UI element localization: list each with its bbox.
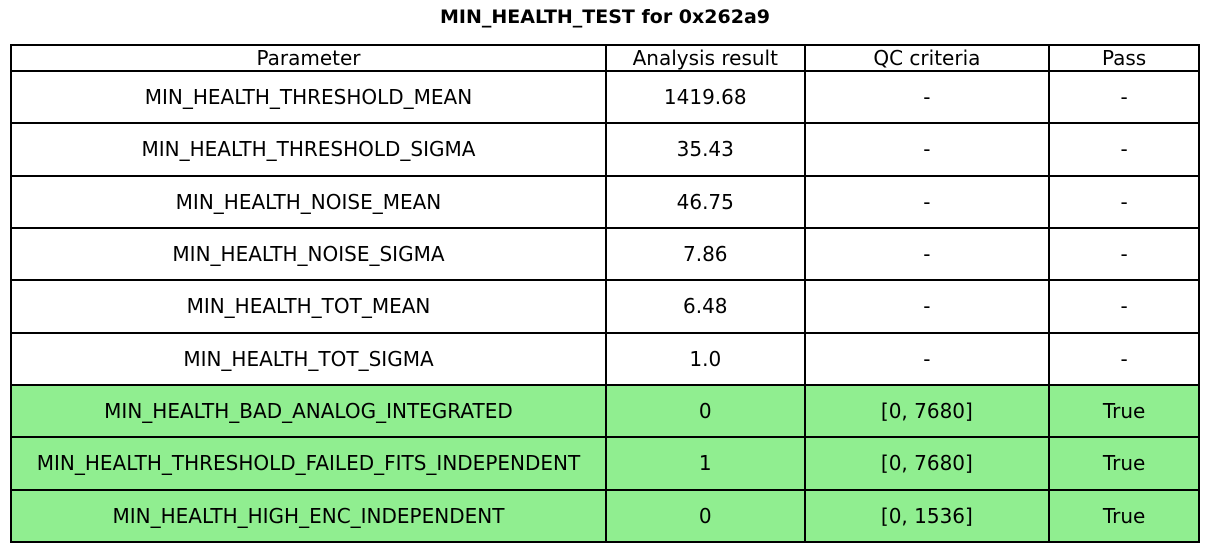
pass-cell: - [1048,122,1200,177]
column-header-analysis-result: Analysis result [604,44,806,72]
qc-criteria-cell: - [803,331,1051,386]
parameter-cell: MIN_HEALTH_TOT_SIGMA [10,331,607,386]
column-header-qc-criteria: QC criteria [803,44,1051,72]
pass-cell: - [1048,174,1200,229]
qc-results-table: Parameter Analysis result QC criteria Pa… [10,44,1200,544]
column-header-pass: Pass [1048,44,1200,72]
qc-criteria-cell: [0, 1536] [803,488,1051,544]
pass-cell: True [1048,488,1200,544]
parameter-cell: MIN_HEALTH_TOT_MEAN [10,279,607,334]
pass-cell: - [1048,279,1200,334]
table-row: MIN_HEALTH_THRESHOLD_FAILED_FITS_INDEPEN… [10,436,1200,491]
qc-criteria-cell: - [803,226,1051,282]
table-row: MIN_HEALTH_TOT_MEAN 6.48- - [10,279,1200,334]
analysis-result-cell: 46.75 [604,174,806,229]
parameter-cell: MIN_HEALTH_THRESHOLD_FAILED_FITS_INDEPEN… [10,436,607,491]
parameter-cell: MIN_HEALTH_THRESHOLD_MEAN [10,69,607,125]
analysis-result-cell: 0 [604,488,806,544]
qc-criteria-cell: - [803,122,1051,177]
pass-cell: - [1048,69,1200,125]
page-title: MIN_HEALTH_TEST for 0x262a9 [440,6,770,28]
table-row: MIN_HEALTH_THRESHOLD_SIGMA 35.43- - [10,122,1200,177]
table-row: MIN_HEALTH_TOT_SIGMA 1.0- - [10,331,1200,386]
pass-cell: True [1048,436,1200,491]
parameter-cell: MIN_HEALTH_BAD_ANALOG_INTEGRATED [10,383,607,439]
table-row: MIN_HEALTH_HIGH_ENC_INDEPENDENT 0 [0, 1536… [10,488,1200,544]
qc-criteria-cell: - [803,279,1051,334]
parameter-cell: MIN_HEALTH_NOISE_MEAN [10,174,607,229]
pass-cell: - [1048,226,1200,282]
pass-cell: True [1048,383,1200,439]
analysis-result-cell: 1 [604,436,806,491]
qc-criteria-cell: [0, 7680] [803,383,1051,439]
analysis-result-cell: 7.86 [604,226,806,282]
analysis-result-cell: 35.43 [604,122,806,177]
analysis-result-cell: 1.0 [604,331,806,386]
table-row: MIN_HEALTH_NOISE_SIGMA 7.86- - [10,226,1200,282]
pass-cell: - [1048,331,1200,386]
qc-criteria-cell: - [803,174,1051,229]
analysis-result-cell: 0 [604,383,806,439]
analysis-result-cell: 6.48 [604,279,806,334]
parameter-cell: MIN_HEALTH_HIGH_ENC_INDEPENDENT [10,488,607,544]
column-header-parameter: Parameter [10,44,607,72]
table-row: MIN_HEALTH_THRESHOLD_MEAN 1419.68- - [10,69,1200,125]
parameter-cell: MIN_HEALTH_NOISE_SIGMA [10,226,607,282]
table-row: MIN_HEALTH_BAD_ANALOG_INTEGRATED 0 [0, 768… [10,383,1200,439]
analysis-result-cell: 1419.68 [604,69,806,125]
qc-criteria-cell: [0, 7680] [803,436,1051,491]
header-row: Parameter Analysis result QC criteria Pa… [10,44,1200,72]
table-row: MIN_HEALTH_NOISE_MEAN 46.75- - [10,174,1200,229]
parameter-cell: MIN_HEALTH_THRESHOLD_SIGMA [10,122,607,177]
qc-criteria-cell: - [803,69,1051,125]
